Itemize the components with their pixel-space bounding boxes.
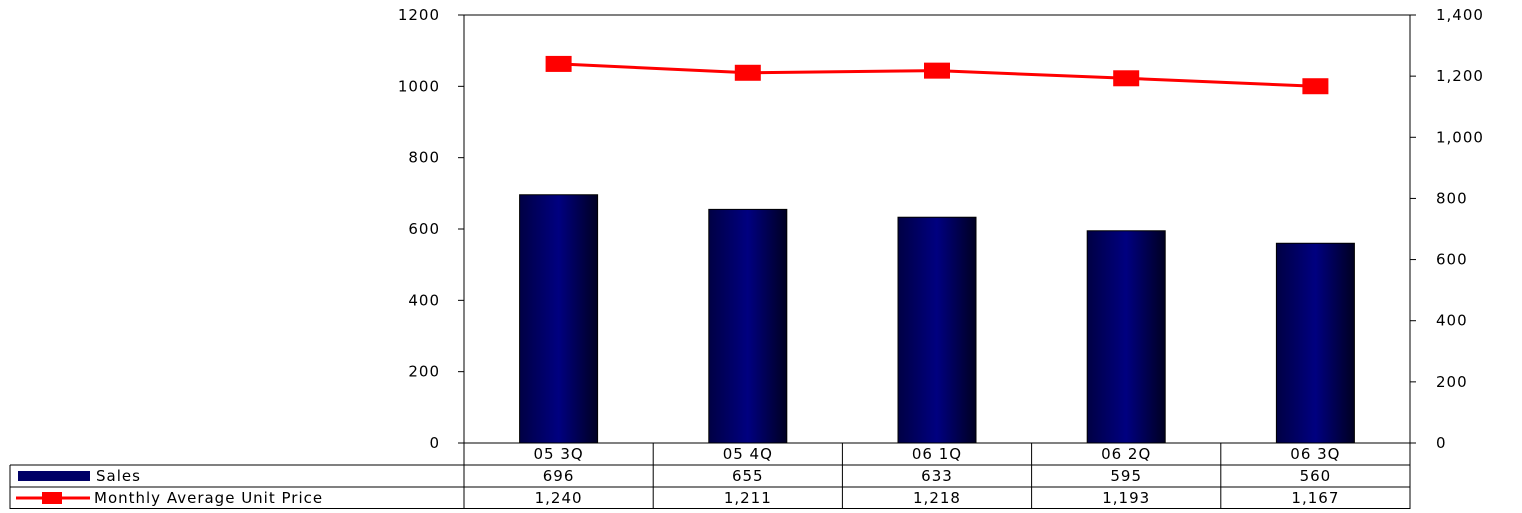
sales-value: 696: [543, 467, 575, 485]
left-tick-label: 600: [408, 220, 440, 238]
category-label: 06 1Q: [912, 445, 962, 463]
data-table: 05 3Q 05 4Q 06 1Q 06 2Q 06 3Q 696 655 633 595 560…: [9, 443, 1411, 509]
price-value: 1,211: [724, 489, 772, 507]
sales-bar: [708, 208, 788, 444]
right-tick-label: 1,000: [1436, 128, 1484, 146]
left-tick-label: 200: [408, 363, 440, 381]
left-tick-label: 800: [408, 149, 440, 167]
price-value: 1,167: [1291, 489, 1339, 507]
category-label: 06 3Q: [1290, 445, 1340, 463]
sales-value: 560: [1300, 467, 1332, 485]
sales-bars: [519, 194, 1355, 444]
sales-bar: [519, 194, 599, 444]
price-marker: [734, 64, 761, 81]
sales-bar: [1275, 242, 1355, 444]
right-y-axis: 0 200 400 600 800 1,000 1,200 1,400: [1410, 6, 1484, 452]
sales-legend-swatch: [18, 471, 90, 481]
price-line: [545, 55, 1329, 95]
price-legend-label: Monthly Average Unit Price: [94, 489, 323, 507]
left-tick-label: 1000: [398, 77, 440, 95]
left-tick-label: 0: [429, 434, 440, 452]
price-marker: [1302, 78, 1329, 95]
sales-bar: [1086, 230, 1166, 444]
right-tick-label: 0: [1436, 434, 1447, 452]
sales-bar: [897, 216, 977, 444]
price-legend-marker: [42, 492, 62, 504]
right-tick-label: 200: [1436, 373, 1468, 391]
sales-value: 595: [1110, 467, 1142, 485]
sales-value: 655: [732, 467, 764, 485]
right-tick-label: 1,400: [1436, 6, 1484, 24]
category-label: 05 4Q: [723, 445, 773, 463]
price-value: 1,218: [913, 489, 961, 507]
left-y-axis: 0 200 400 600 800 1000 1200: [398, 6, 464, 452]
right-tick-label: 1,200: [1436, 67, 1484, 85]
price-marker: [924, 62, 950, 79]
right-tick-label: 400: [1436, 312, 1468, 330]
right-tick-label: 800: [1436, 189, 1468, 207]
sales-legend-label: Sales: [96, 467, 141, 485]
left-tick-label: 400: [408, 291, 440, 309]
category-label: 05 3Q: [533, 445, 583, 463]
price-value: 1,240: [535, 489, 583, 507]
sales-value: 633: [921, 467, 953, 485]
price-marker: [545, 55, 572, 72]
price-value: 1,193: [1102, 489, 1150, 507]
category-label: 06 2Q: [1101, 445, 1151, 463]
left-tick-label: 1200: [398, 6, 440, 24]
right-tick-label: 600: [1436, 251, 1468, 269]
price-marker: [1113, 70, 1140, 87]
